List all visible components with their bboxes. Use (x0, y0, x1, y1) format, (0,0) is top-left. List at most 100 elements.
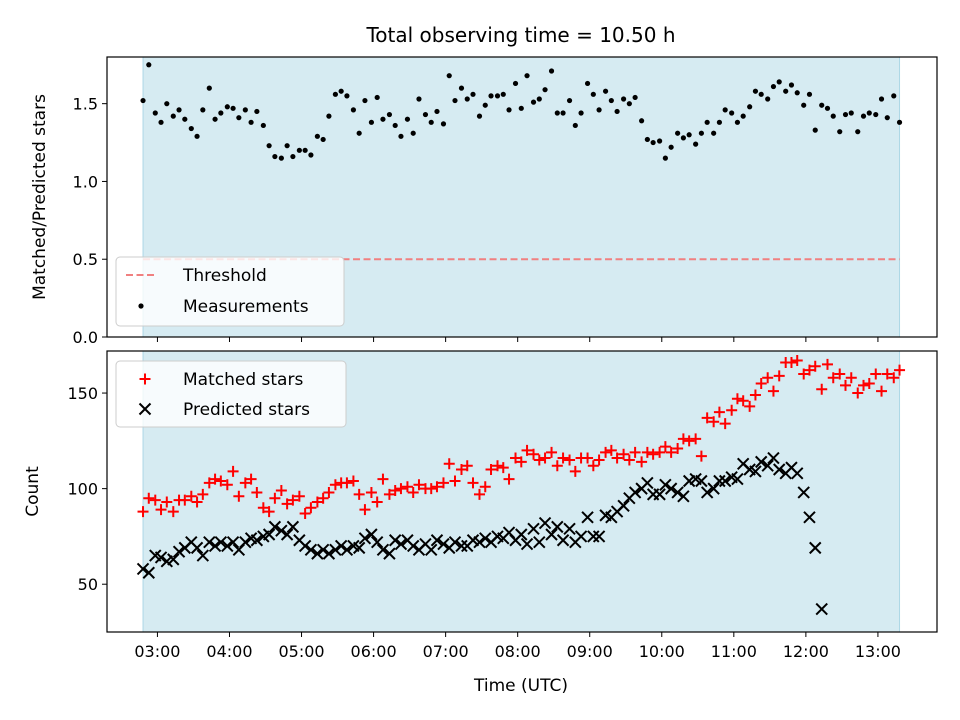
predicted-star-point (425, 543, 438, 557)
measurement-point (242, 107, 248, 113)
matched-star-point (311, 496, 323, 508)
matched-star-point (287, 494, 299, 506)
measurement-point (230, 105, 236, 111)
measurement-point (308, 152, 314, 158)
top-y-tick-label: 1.0 (73, 172, 98, 191)
x-tick-label: 12:00 (783, 642, 829, 661)
matched-star-point (641, 446, 653, 458)
matched-star-point (690, 433, 702, 445)
predicted-star-point (587, 530, 600, 543)
matched-star-point (377, 473, 389, 485)
measurement-point (819, 102, 825, 108)
measurement-point (326, 113, 332, 119)
measurement-point (830, 113, 836, 119)
predicted-star-point (479, 532, 492, 545)
predicted-star-point (262, 528, 276, 541)
matched-star-point (852, 387, 864, 399)
matched-star-point (557, 452, 569, 464)
predicted-star-point (316, 543, 330, 557)
bottom-legend-box (115, 360, 347, 428)
bottom-y-tick-label: 50 (78, 575, 98, 594)
matched-star-point (341, 477, 353, 489)
measurement-point (668, 144, 674, 150)
matched-star-point (227, 465, 239, 477)
predicted-star-point (538, 516, 552, 530)
measurement-point (566, 97, 573, 104)
matched-star-point (659, 441, 671, 453)
predicted-star-point (334, 539, 348, 553)
measurement-point (801, 102, 807, 108)
legend-matched-swatch (139, 373, 151, 385)
matched-star-point (347, 475, 359, 487)
matched-star-point (708, 416, 720, 428)
matched-star-point (623, 454, 635, 466)
measurement-point (422, 111, 429, 118)
x-tick-label: 09:00 (567, 642, 613, 661)
matched-star-point (353, 488, 365, 500)
matched-star-point (185, 490, 197, 502)
matched-star-point (600, 446, 612, 458)
predicted-star-point (203, 535, 216, 549)
matched-star-point (371, 496, 383, 508)
matched-star-point (611, 452, 623, 464)
matched-star-point (143, 492, 155, 504)
matched-star-point (647, 448, 659, 460)
predicted-star-point (515, 528, 528, 541)
measurement-point (296, 147, 302, 153)
measurement-point (464, 96, 470, 102)
measurement-point (170, 113, 176, 119)
predicted-star-point (167, 553, 180, 566)
matched-star-point (497, 462, 509, 474)
measurement-point (260, 122, 266, 129)
legend-predicted-label: Predicted stars (183, 400, 310, 420)
measurement-point (873, 111, 879, 118)
measurement-point (734, 119, 741, 125)
matched-star-point (839, 379, 851, 391)
measurement-point (290, 153, 296, 160)
matched-star-point (299, 507, 311, 519)
matched-star-point (221, 479, 233, 491)
predicted-star-point (473, 535, 486, 549)
predicted-star-point (533, 535, 546, 549)
matched-star-point (323, 486, 335, 498)
legend-measurements-label: Measurements (183, 297, 309, 317)
matched-star-point (773, 370, 785, 382)
measurement-point (158, 119, 164, 125)
predicted-star-point (322, 547, 336, 560)
measurement-point (848, 110, 854, 116)
predicted-star-point (196, 549, 210, 562)
measurement-point (884, 115, 890, 121)
matched-star-point (726, 404, 738, 416)
matched-star-point (401, 481, 413, 493)
measurement-point (752, 88, 759, 94)
matched-star-point (701, 412, 713, 424)
predicted-star-point (617, 499, 630, 513)
measurement-point (878, 96, 885, 102)
matched-star-point (744, 400, 756, 412)
matched-star-point (245, 473, 257, 485)
predicted-star-point (556, 534, 570, 547)
predicted-star-point (136, 562, 150, 576)
measurement-point (518, 105, 524, 111)
predicted-star-point (268, 520, 282, 534)
ratio-panel: 0.0 0.5 1.0 1.5 Threshold Measurements (73, 56, 938, 347)
predicted-star-point (700, 486, 714, 499)
measurement-point (783, 88, 789, 94)
measurement-point (446, 73, 452, 79)
measurement-point (765, 96, 771, 102)
measurement-point (458, 85, 465, 91)
matched-star-point (809, 360, 821, 372)
predicted-star-point (659, 478, 672, 492)
x-tick-label: 13:00 (855, 642, 901, 661)
predicted-star-point (352, 541, 366, 555)
measurement-point (416, 96, 422, 102)
measurement-point (164, 101, 170, 107)
top-y-tick-label: 1.5 (73, 95, 98, 114)
matched-star-point (539, 452, 551, 464)
measurement-point (824, 105, 831, 111)
top-y-tick-label: 0.5 (73, 250, 98, 269)
matched-star-point (305, 502, 317, 514)
measurement-point (698, 130, 705, 136)
bottom-y-tick-label: 150 (67, 384, 98, 403)
predicted-star-point (671, 486, 684, 499)
